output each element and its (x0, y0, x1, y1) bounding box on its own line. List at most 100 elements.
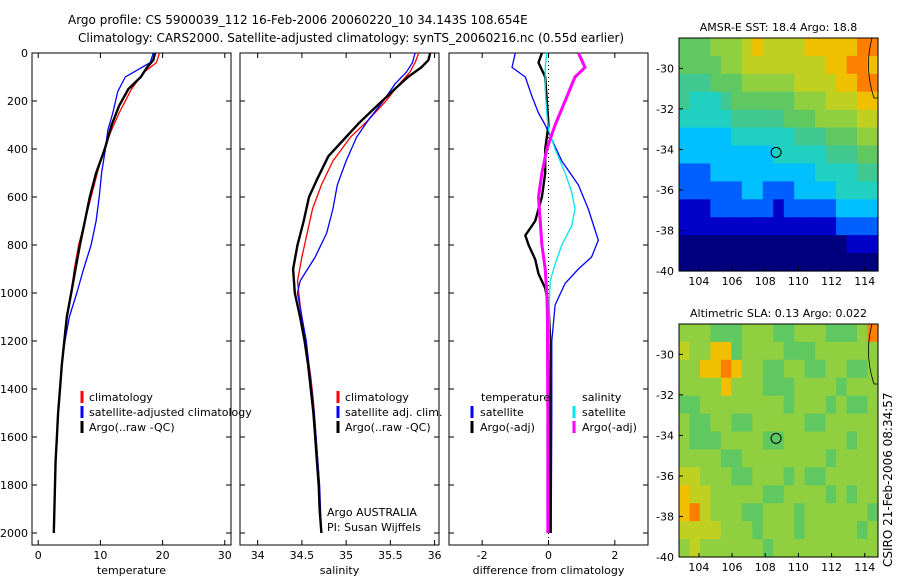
altimetric-sla-cell (689, 485, 701, 504)
altimetric-sla-cell (773, 539, 785, 558)
amsre-sst-cell (794, 235, 806, 254)
amsre-sst-cell (741, 55, 753, 75)
amsre-sst-cell (867, 91, 879, 111)
altimetric-sla-cell (846, 521, 858, 540)
amsre-sst-cell (867, 217, 879, 236)
amsre-sst-cell (846, 109, 858, 129)
altimetric-sla-cell (679, 377, 691, 397)
altimetric-sla-cell (752, 485, 764, 504)
altimetric-sla-cell (867, 467, 879, 486)
altimetric-sla-coastline (868, 323, 878, 385)
altimetric-sla-cell (857, 449, 869, 468)
amsre-sst-cell (752, 217, 764, 236)
altimetric-sla-cell (867, 503, 879, 522)
altimetric-sla-cell (741, 395, 753, 415)
altimetric-sla-cell (752, 539, 764, 558)
amsre-sst-cell (720, 181, 732, 200)
amsre-sst-cell (846, 91, 858, 111)
annotation-institution: Argo AUSTRALIA (327, 506, 417, 519)
amsre-sst-cell (741, 181, 753, 200)
amsre-sst-cell (731, 73, 743, 93)
amsre-sst-cell (804, 235, 816, 254)
altimetric-sla-cell (762, 539, 774, 558)
amsre-sst-cell (794, 127, 806, 147)
amsre-sst-title: AMSR-E SST: 18.4 Argo: 18.8 (700, 21, 858, 34)
difference-legend-label: satellite (582, 406, 626, 419)
amsre-sst-cell (731, 181, 743, 200)
amsre-sst-cell (720, 199, 732, 218)
temperature-xtick-label: 30 (218, 549, 232, 562)
altimetric-sla-cell (689, 377, 701, 397)
amsre-sst-cell (836, 109, 848, 129)
altimetric-sla-cell (741, 431, 753, 451)
altimetric-sla-cell (762, 395, 774, 415)
amsre-sst-cell (815, 235, 827, 254)
amsre-sst-cell (741, 109, 753, 129)
amsre-sst-cell (794, 38, 806, 57)
altimetric-sla-cell (731, 539, 743, 558)
temperature-xlabel: temperature (97, 564, 166, 577)
altimetric-sla-cell (857, 395, 869, 415)
difference-xtick-label: -2 (477, 549, 488, 562)
difference-series-3 (537, 52, 587, 533)
amsre-sst-cell (762, 55, 774, 75)
altimetric-sla-cell (804, 539, 816, 558)
altimetric-sla-cell (846, 467, 858, 486)
amsre-sst-cell (804, 73, 816, 93)
amsre-sst-cell (836, 181, 848, 200)
altimetric-sla-cell (720, 449, 732, 468)
amsre-sst-cell (762, 38, 774, 57)
altimetric-sla-cell (783, 485, 795, 504)
amsre-sst-cell (815, 127, 827, 147)
amsre-sst-cell (857, 199, 869, 218)
amsre-sst-cell (846, 253, 858, 272)
altimetric-sla-cell (720, 521, 732, 540)
amsre-sst-cell (699, 163, 712, 182)
amsre-sst-cell (836, 145, 848, 165)
difference-legend-label: Argo(-adj) (582, 421, 637, 434)
depth-tick-label: 600 (7, 191, 28, 204)
altimetric-sla-cell (752, 341, 764, 361)
altimetric-sla-cell (679, 467, 691, 486)
amsre-sst-cell (804, 91, 816, 111)
amsre-sst-cell (699, 253, 712, 272)
amsre-sst-cell (741, 163, 753, 182)
amsre-sst-cell (783, 109, 795, 129)
header-line1: Argo profile: CS 5900039_112 16-Feb-2006… (68, 13, 528, 27)
altimetric-sla-cell (783, 341, 795, 361)
salinity-xtick-label: 36 (428, 549, 442, 562)
amsre-sst-cell (679, 181, 691, 200)
amsre-sst-cell (752, 127, 764, 147)
altimetric-sla-cell (679, 395, 691, 415)
altimetric-sla-cell (720, 413, 732, 433)
altimetric-sla-cell (731, 395, 743, 415)
altimetric-sla-cell (867, 449, 879, 468)
altimetric-sla-cell (762, 341, 774, 361)
altimetric-sla-cell (699, 467, 712, 486)
altimetric-sla-cell (752, 467, 764, 486)
amsre-sst-cell (731, 163, 743, 182)
altimetric-sla-cell (752, 377, 764, 397)
amsre-sst-cell (783, 199, 795, 218)
altimetric-sla-cell (804, 324, 816, 343)
altimetric-sla-ytick-label: -40 (656, 551, 674, 564)
altimetric-sla-cell (815, 521, 827, 540)
amsre-sst-cell (867, 181, 879, 200)
amsre-sst-cell (773, 73, 785, 93)
salinity-legend-label: Argo(..raw -QC) (345, 421, 431, 434)
altimetric-sla-cell (794, 503, 806, 522)
amsre-sst-cell (846, 55, 858, 75)
legend-title-salinity: salinity (582, 391, 622, 404)
amsre-sst-cell (836, 199, 848, 218)
amsre-sst-cell (731, 253, 743, 272)
amsre-sst-cell (815, 181, 827, 200)
altimetric-sla-cell (762, 324, 774, 343)
amsre-sst-argo-marker (770, 146, 782, 158)
amsre-sst-cell (679, 109, 691, 129)
amsre-sst-cell (857, 55, 869, 75)
altimetric-sla-cell (783, 431, 795, 451)
amsre-sst-cell (825, 145, 837, 165)
amsre-sst-cell (689, 199, 701, 218)
altimetric-sla-cell (857, 377, 869, 397)
altimetric-sla-cell (867, 521, 879, 540)
